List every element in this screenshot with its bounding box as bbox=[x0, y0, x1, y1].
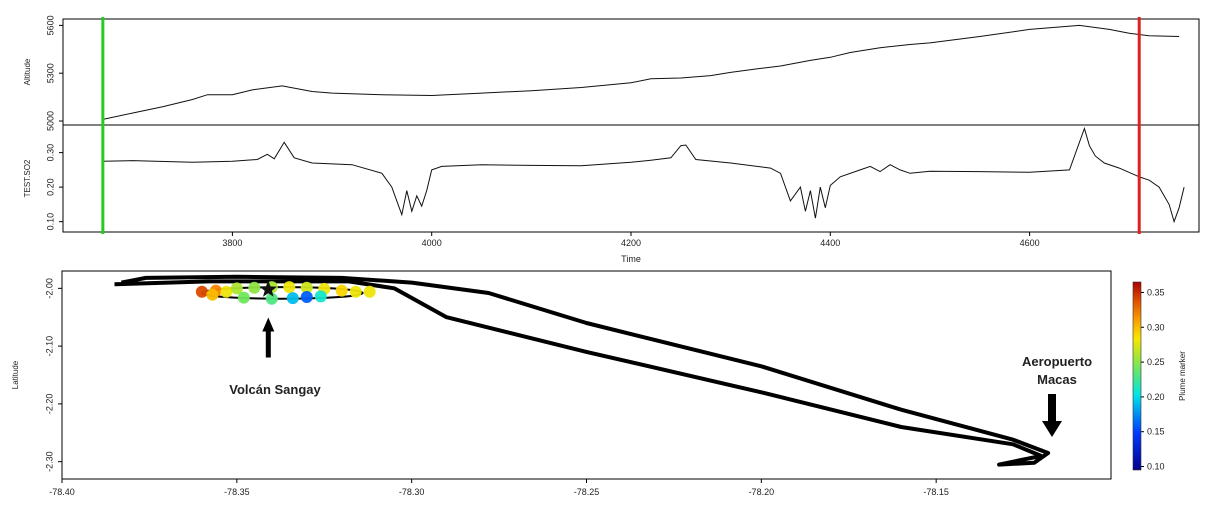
plume-point bbox=[300, 281, 313, 294]
y-tick-label: 5000 bbox=[45, 111, 55, 131]
x-tick-label: 3800 bbox=[222, 238, 242, 248]
plume-point bbox=[220, 285, 233, 298]
airport-arrow-icon bbox=[1042, 394, 1062, 437]
x-tick-label: -78.15 bbox=[923, 487, 949, 497]
x-axis-label: Time bbox=[621, 254, 641, 264]
plume-point bbox=[335, 284, 348, 297]
time-series-panel: 5000 5300 5600 Altitude 0.10 0.20 0.30 TEST.SO2… bbox=[23, 15, 1200, 264]
plume-point bbox=[286, 292, 299, 305]
colorbar-tick-label: 0.20 bbox=[1147, 392, 1165, 402]
plume-point bbox=[283, 281, 296, 294]
x-tick-label: -78.20 bbox=[749, 487, 775, 497]
y-tick-label: 0.20 bbox=[45, 178, 55, 196]
flight-track-panel: Volcán Sangay Aeropuerto Macas -78.40 -78.35… bbox=[11, 270, 1187, 497]
y-axis-label: Altitude bbox=[23, 58, 32, 85]
colorbar-tick-label: 0.10 bbox=[1147, 462, 1165, 472]
colorbar-tick-label: 0.25 bbox=[1147, 357, 1165, 367]
so2-plot-frame bbox=[62, 124, 1200, 233]
plume-point bbox=[237, 291, 250, 304]
x-tick-label: -78.30 bbox=[399, 487, 425, 497]
y-tick-label: 0.30 bbox=[45, 144, 55, 162]
plume-point bbox=[314, 290, 327, 303]
plume-point bbox=[349, 285, 362, 298]
y-axis-label: TEST.SO2 bbox=[23, 159, 32, 197]
plume-point bbox=[363, 285, 376, 298]
x-tick-label: -78.25 bbox=[574, 487, 600, 497]
colorbar-tick-label: 0.35 bbox=[1147, 287, 1165, 297]
y-axis-label: Latitude bbox=[11, 360, 20, 389]
colorbar-tick-label: 0.15 bbox=[1147, 427, 1165, 437]
y-tick-label: -2.20 bbox=[44, 394, 54, 415]
colorbar-tick-label: 0.30 bbox=[1147, 322, 1165, 332]
altitude-plot-frame bbox=[62, 18, 1200, 126]
volcano-star-icon bbox=[259, 280, 277, 297]
plume-point bbox=[265, 292, 278, 305]
plume-point bbox=[300, 291, 313, 303]
map-plot-frame bbox=[61, 270, 1112, 480]
colorbar bbox=[1132, 281, 1142, 471]
plume-point bbox=[195, 285, 208, 298]
so2-line bbox=[102, 126, 1185, 224]
y-tick-label: 0.10 bbox=[45, 213, 55, 231]
airport-label-line2: Macas bbox=[1037, 372, 1077, 387]
y-tick-label: 5300 bbox=[45, 63, 55, 83]
volcano-label: Volcán Sangay bbox=[229, 382, 321, 397]
y-tick-label: -2.30 bbox=[44, 451, 54, 472]
plume-point bbox=[206, 288, 219, 301]
flight-track bbox=[114, 274, 1051, 467]
plume-point bbox=[248, 281, 261, 294]
airport-label-line1: Aeropuerto bbox=[1022, 354, 1092, 369]
volcano-arrow-icon bbox=[262, 317, 275, 358]
y-tick-label: -2.10 bbox=[44, 336, 54, 357]
x-tick-label: 4000 bbox=[422, 238, 442, 248]
x-tick-label: 4600 bbox=[1020, 238, 1040, 248]
x-tick-label: -78.35 bbox=[224, 487, 250, 497]
altitude-line bbox=[102, 24, 1180, 120]
colorbar-label: Plume marker bbox=[1178, 351, 1187, 401]
plume-point bbox=[230, 282, 243, 295]
x-tick-label: -78.40 bbox=[49, 487, 75, 497]
y-tick-label: -2.00 bbox=[44, 278, 54, 299]
x-tick-label: 4200 bbox=[621, 238, 641, 248]
x-tick-label: 4400 bbox=[820, 238, 840, 248]
y-tick-label: 5600 bbox=[45, 15, 55, 35]
